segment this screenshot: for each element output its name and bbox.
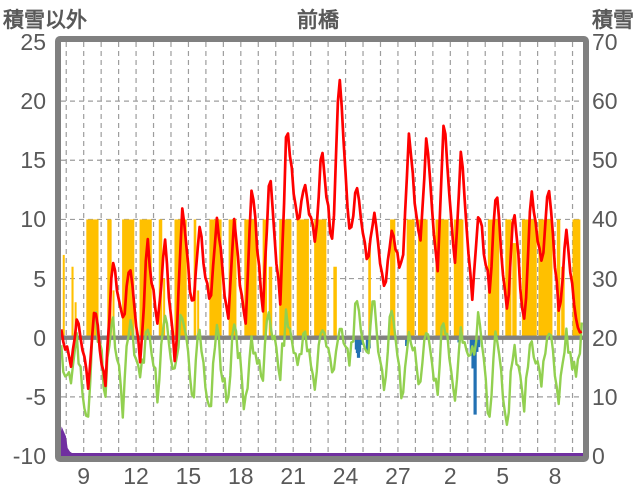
- sunshine-bar: [163, 278, 166, 338]
- sunshine-bar: [487, 219, 500, 338]
- zero-line: [61, 335, 583, 340]
- y-right-tick-label: 20: [592, 324, 618, 351]
- y-left-tick-label: -5: [25, 383, 46, 410]
- precip-bar: [477, 337, 481, 348]
- y-right-tick-label: 10: [592, 383, 618, 410]
- y-right-tick-label: 40: [592, 206, 618, 233]
- y-right-tick-label: 50: [592, 147, 618, 174]
- x-tick-label: 12: [123, 463, 149, 489]
- y-left-tick-label: 15: [20, 147, 46, 174]
- sunshine-bar: [62, 254, 65, 338]
- x-tick-label: 2: [443, 463, 457, 489]
- plot-frame: [55, 36, 589, 462]
- sunshine-bar: [572, 219, 581, 338]
- precip-bar: [359, 337, 363, 345]
- plot-area: [61, 42, 583, 456]
- left-axis-title: 積雪以外: [3, 9, 87, 32]
- green-series-line: [61, 300, 583, 426]
- y-left-tick-label: 25: [20, 29, 46, 55]
- x-tick-label: 5: [496, 463, 510, 489]
- sunshine-bar: [296, 219, 309, 338]
- right-axis-title: 積雪: [592, 9, 634, 32]
- sunshine-bar: [86, 219, 99, 338]
- x-tick-label: 24: [332, 463, 359, 489]
- x-tick-label: 15: [175, 463, 202, 489]
- sunshine-bar: [209, 219, 222, 338]
- precip-bar: [365, 337, 369, 352]
- sunshine-bar: [112, 290, 115, 338]
- sunshine-bar: [418, 219, 428, 338]
- sunshine-bar: [435, 219, 449, 338]
- sunshine-bar: [197, 290, 200, 338]
- y-right-tick-label: 60: [592, 88, 618, 115]
- y-left-tick-label: 10: [20, 206, 46, 233]
- x-tick-label: 18: [228, 463, 254, 489]
- sunshine-bar: [406, 219, 415, 338]
- sunshine-bar: [71, 266, 74, 338]
- sunshine-bar: [512, 243, 517, 338]
- sunshine-bar: [314, 219, 327, 338]
- sunshine-bar: [561, 266, 565, 338]
- sunshine-bar: [453, 219, 464, 338]
- sunshine-bar: [268, 266, 273, 338]
- y-right-tick-label: 30: [592, 265, 618, 292]
- y-right-tick-label: 70: [592, 29, 618, 55]
- red-series-line: [61, 78, 583, 391]
- x-tick-label: 21: [280, 463, 306, 489]
- x-tick-label: 8: [548, 463, 562, 489]
- y-left-tick-label: 5: [33, 265, 46, 292]
- y-left-tick-label: 20: [20, 88, 46, 115]
- sunshine-bar: [228, 219, 237, 338]
- precip-bar: [405, 337, 409, 346]
- y-left-tick-label: -10: [12, 443, 46, 469]
- x-tick-label: 27: [385, 463, 411, 489]
- x-tick-label: 9: [77, 463, 91, 489]
- precip-bar: [357, 337, 362, 352]
- y-right-tick-label: 0: [592, 443, 605, 469]
- chart-title: 前橋: [297, 9, 339, 32]
- sunshine-bar: [538, 219, 553, 338]
- y-left-tick-label: 0: [33, 324, 46, 351]
- sunshine-bar: [390, 219, 396, 338]
- snow-depth-line: [61, 426, 583, 456]
- sunshine-bar: [333, 266, 337, 338]
- sunshine-bar: [107, 219, 112, 338]
- sunshine-bar: [556, 219, 561, 338]
- sunshine-bar: [368, 243, 371, 338]
- precip-bar: [473, 337, 477, 415]
